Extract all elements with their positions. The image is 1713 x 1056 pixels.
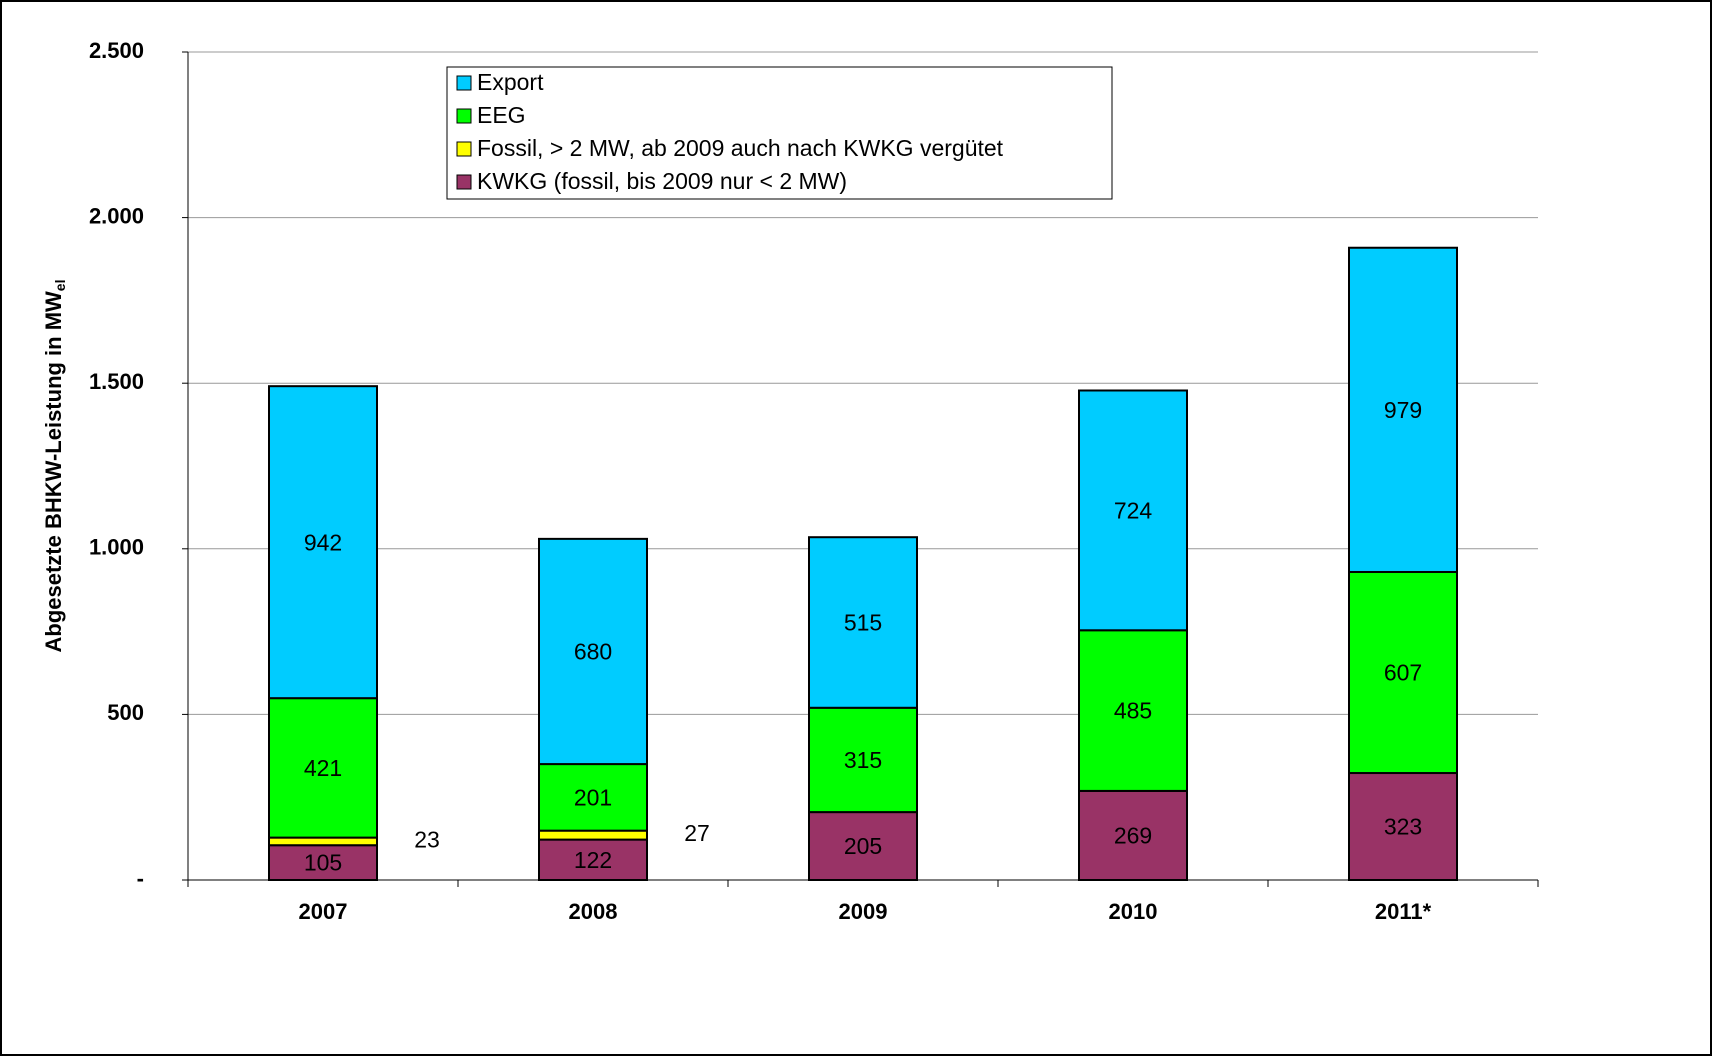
y-tick-label: 2.500 (89, 38, 144, 63)
data-label: 515 (844, 610, 882, 636)
y-axis-label: Abgesetzte BHKW-Leistung in MWel (41, 279, 68, 652)
data-label: 421 (304, 755, 342, 781)
legend-label: KWKG (fossil, bis 2009 nur < 2 MW) (477, 168, 847, 194)
bar-segment (268, 836, 378, 847)
legend-label: Export (477, 69, 544, 95)
bar-segment (268, 697, 378, 839)
data-label: 607 (1384, 660, 1422, 686)
data-label: 269 (1114, 823, 1152, 849)
x-tick-label: 2007 (299, 899, 348, 924)
x-tick-label: 2010 (1109, 899, 1158, 924)
data-label: 315 (844, 747, 882, 773)
legend-label: Fossil, > 2 MW, ab 2009 auch nach KWKG v… (477, 135, 1004, 161)
bar-segment (538, 829, 648, 841)
data-label: 942 (304, 529, 342, 555)
bar-segment (1078, 789, 1188, 882)
bar-segment (268, 844, 378, 881)
data-label: 680 (574, 639, 612, 665)
legend-label: EEG (477, 102, 526, 128)
data-label: 201 (574, 784, 612, 810)
data-label: 122 (574, 847, 612, 873)
data-label: 979 (1384, 397, 1422, 423)
x-tick-label: 2008 (569, 899, 618, 924)
y-tick-label: 1.500 (89, 369, 144, 394)
bar-segment (808, 706, 918, 814)
y-axis-label-main: Abgesetzte BHKW-Leistung in MW (41, 291, 66, 653)
data-label: 105 (304, 850, 342, 876)
bar-segment (1348, 570, 1458, 775)
legend-swatch (456, 174, 472, 190)
legend-box (446, 66, 1113, 200)
x-tick-label: 2009 (839, 899, 888, 924)
legend-swatch (456, 108, 472, 124)
bar-segment (808, 811, 918, 881)
data-label: 323 (1384, 814, 1422, 840)
y-tick-label: 1.000 (89, 535, 144, 560)
x-tick-label: 2011* (1375, 899, 1432, 924)
y-tick-label: 500 (107, 700, 144, 725)
legend-swatch (456, 141, 472, 157)
data-label: 485 (1114, 698, 1152, 724)
data-label: 27 (684, 820, 710, 846)
y-tick-label: 2.000 (89, 203, 144, 228)
data-label: 205 (844, 833, 882, 859)
bar-segment (1078, 389, 1188, 632)
data-label: 724 (1114, 497, 1153, 523)
y-tick-label: - (137, 866, 144, 891)
bar-segment (808, 536, 918, 709)
bar-segment (538, 838, 648, 882)
bar-segment (1078, 629, 1188, 792)
bar-segment (1348, 246, 1458, 573)
y-axis-label-sub: el (52, 279, 68, 291)
bar-segment (538, 537, 648, 766)
legend-swatch (456, 75, 472, 91)
data-label: 23 (414, 826, 440, 852)
bar-segment (268, 385, 378, 700)
bar-segment (1348, 772, 1458, 881)
bar-segment (538, 763, 648, 832)
